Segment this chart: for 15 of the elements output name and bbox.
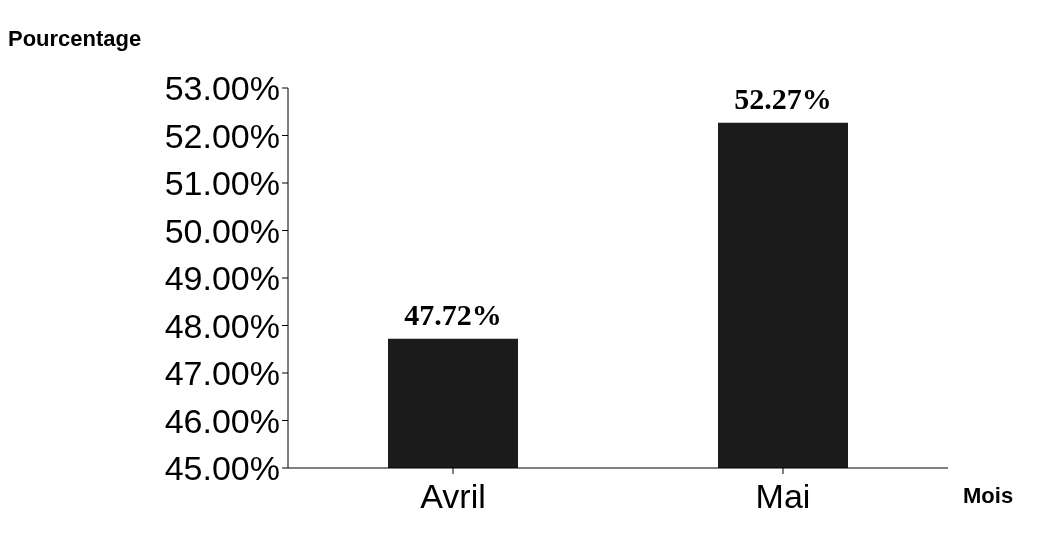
y-tick-label: 48.00% — [164, 306, 280, 345]
y-tick-label: 45.00% — [164, 449, 280, 488]
x-tick-label: Mai — [755, 477, 811, 516]
y-tick-label: 52.00% — [164, 116, 280, 155]
data-label: 47.72% — [404, 297, 502, 331]
y-axis-title: Pourcentage — [8, 26, 142, 52]
y-tick-label: 50.00% — [164, 211, 280, 250]
data-label: 52.27% — [734, 81, 832, 115]
y-tick-label: 46.00% — [164, 401, 280, 440]
x-axis-title: Mois — [963, 483, 1014, 509]
y-tick-label: 53.00% — [164, 69, 280, 108]
y-tick-label: 51.00% — [164, 164, 280, 203]
x-tick-label: Avril — [420, 477, 486, 516]
y-tick-label: 47.00% — [164, 354, 280, 393]
y-tick-label: 49.00% — [164, 259, 280, 298]
